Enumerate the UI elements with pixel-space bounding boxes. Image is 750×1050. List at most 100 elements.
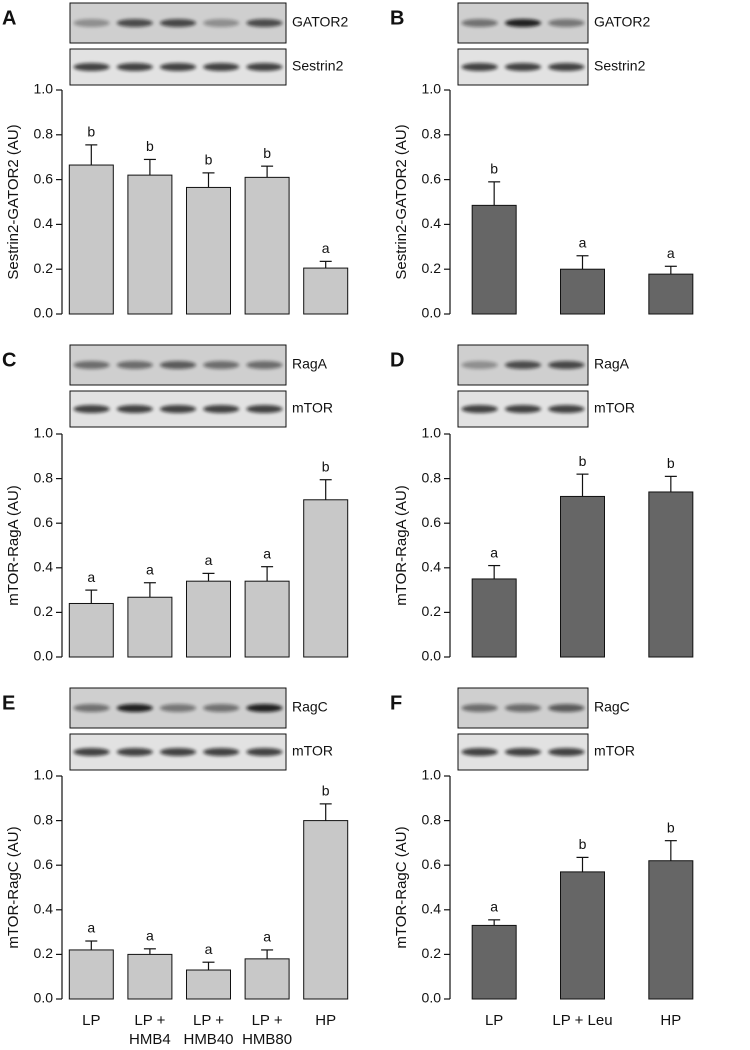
bar: [303, 499, 349, 658]
y-tick-label: 0.8: [34, 126, 54, 142]
blot-band: [116, 19, 153, 27]
significance-letter: b: [579, 836, 587, 852]
blot-band: [548, 19, 585, 27]
y-tick-label: 0.0: [422, 305, 442, 321]
x-tick-label: LP: [484, 1012, 504, 1029]
y-tick-label: 0.6: [422, 514, 442, 530]
blot-band: [548, 405, 585, 413]
significance-letter: b: [263, 145, 271, 161]
blot-band: [203, 704, 240, 712]
blot-band: [548, 704, 585, 712]
y-tick-label: 0.0: [34, 990, 54, 1006]
blot-band: [159, 63, 197, 71]
western-blot: [457, 733, 589, 771]
bar: [648, 491, 694, 658]
bar: [560, 268, 605, 315]
panel-letter: C: [2, 349, 16, 371]
significance-letter: b: [322, 458, 330, 474]
blot-band: [461, 19, 498, 27]
bar: [648, 273, 694, 315]
blot-label: RagC: [292, 699, 328, 715]
significance-letter: b: [87, 124, 95, 140]
blot-band: [246, 361, 283, 369]
blot-band: [504, 405, 542, 413]
western-blot: [69, 390, 287, 428]
significance-letter: b: [146, 138, 154, 154]
blot-band: [504, 748, 542, 756]
y-axis-label: mTOR-RagC (AU): [5, 826, 22, 948]
y-axis-label: mTOR-RagA (AU): [393, 485, 410, 606]
y-tick-label: 1.0: [34, 425, 54, 441]
y-tick-label: 0.2: [422, 260, 442, 276]
western-blot: [457, 344, 589, 386]
blot-band: [246, 19, 283, 27]
y-tick-label: 0.2: [34, 603, 54, 619]
western-blot: [457, 48, 589, 86]
bar: [303, 267, 349, 315]
bar: [471, 204, 517, 315]
bar: [471, 924, 517, 1000]
blot-band: [504, 19, 542, 27]
significance-letter: b: [667, 819, 675, 835]
x-tick-label: HP: [660, 1012, 682, 1029]
significance-letter: a: [205, 552, 213, 568]
y-tick-label: 0.2: [422, 945, 442, 961]
y-tick-label: 0.4: [34, 559, 54, 575]
blot-band: [504, 63, 542, 71]
blot-band: [116, 748, 153, 756]
x-tick-label: HP: [315, 1012, 337, 1029]
blot-band: [246, 704, 283, 712]
significance-letter: a: [490, 544, 498, 560]
significance-letter: b: [579, 453, 587, 469]
blot-band: [159, 405, 197, 413]
y-axis-label: mTOR-RagC (AU): [393, 826, 410, 948]
y-tick-label: 0.4: [422, 215, 442, 231]
y-tick-label: 0.4: [422, 901, 442, 917]
blot-label: GATOR2: [594, 14, 650, 30]
bar: [68, 602, 114, 658]
blot-band: [203, 748, 240, 756]
y-tick-label: 0.2: [34, 945, 54, 961]
y-axis-label: Sestrin2-GATOR2 (AU): [5, 124, 22, 279]
bar: [244, 176, 290, 315]
blot-band: [203, 405, 240, 413]
significance-letter: b: [205, 152, 213, 168]
panel-letter: E: [2, 692, 15, 714]
blot-band: [504, 361, 542, 369]
blot-band: [461, 405, 498, 413]
blot-label: mTOR: [594, 743, 635, 759]
western-blot: [457, 687, 589, 729]
blot-band: [159, 704, 197, 712]
bar: [471, 578, 517, 658]
panel-letter: F: [390, 692, 402, 714]
y-tick-label: 0.6: [422, 170, 442, 186]
bar: [186, 186, 231, 315]
blot-band: [73, 19, 110, 27]
significance-letter: b: [322, 783, 330, 799]
panel-letter: B: [390, 7, 404, 29]
y-tick-label: 0.2: [422, 603, 442, 619]
blot-band: [73, 748, 110, 756]
y-tick-label: 0.8: [34, 811, 54, 827]
blot-label: GATOR2: [292, 14, 348, 30]
bar: [560, 871, 605, 1000]
bar: [68, 949, 114, 1000]
blot-band: [73, 405, 110, 413]
y-tick-label: 0.8: [422, 126, 442, 142]
blot-band: [548, 63, 585, 71]
significance-letter: a: [579, 234, 587, 250]
blot-band: [73, 704, 110, 712]
y-tick-label: 0.4: [34, 901, 54, 917]
blot-band: [203, 361, 240, 369]
y-tick-label: 1.0: [34, 767, 54, 783]
bar: [244, 958, 290, 1000]
blot-band: [246, 63, 283, 71]
bar: [186, 969, 231, 1000]
significance-letter: a: [322, 240, 330, 256]
blot-label: RagA: [292, 356, 328, 372]
bar: [244, 580, 290, 658]
blot-band: [159, 19, 197, 27]
y-axis-label: mTOR-RagA (AU): [5, 485, 22, 606]
blot-label: RagC: [594, 699, 630, 715]
blot-band: [73, 63, 110, 71]
